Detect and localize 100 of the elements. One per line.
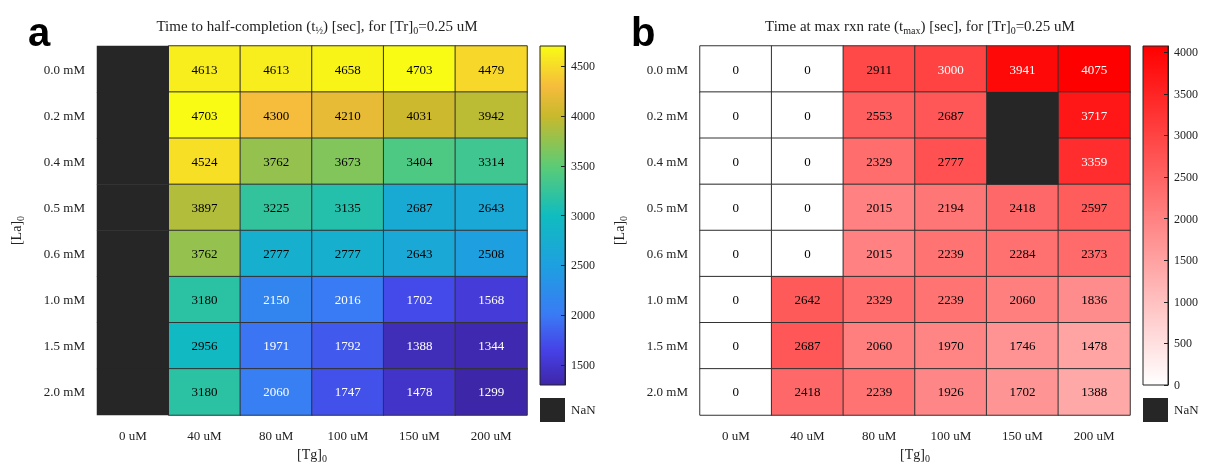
data-label: 3180 [191,384,218,400]
data-label: 1836 [1081,292,1108,308]
data-label: 0 [732,338,740,354]
text: b [631,10,656,54]
data-label: 3673 [334,153,361,169]
data-label: 4703 [191,107,218,123]
data-label: 3314 [478,153,505,169]
y-tick-label: 0.5 mM [646,199,689,215]
data-label: 2239 [866,384,893,400]
data-label: 4031 [406,107,433,123]
data-label: 2687 [794,338,821,354]
data-label: 0 [804,199,811,215]
color-bar-label: 2000 [571,308,595,323]
color-bar-label: 1500 [571,357,595,372]
data-label: 2643 [478,199,505,215]
x-tick-label: 100 uM [930,428,972,443]
data-label: 3000 [937,61,964,77]
data-label: 2329 [866,292,893,308]
data-label: 2642 [794,292,821,308]
x-tick-label: 150 uM [1002,428,1044,443]
y-tick-label: 2.0 mM [43,384,86,400]
data-label: 3942 [478,107,505,123]
data-label: 2329 [866,153,893,169]
data-label: 0 [732,61,740,77]
data-label: 2911 [866,61,892,77]
y-tick-label: 0.6 mM [43,246,86,262]
data-label: 0 [732,199,740,215]
x-tick-label: 200 uM [470,428,513,443]
color-bar-label: 2000 [1174,211,1198,226]
color-bar-label: 1000 [1174,294,1198,309]
data-label: 2553 [866,107,893,123]
data-label: 2777 [263,246,290,262]
x-tick-label: 0 uM [721,428,751,443]
color-bar-label: 2500 [1174,170,1198,185]
x-tick-label: 100 uM [327,428,369,443]
y-tick-label: 0.4 mM [43,153,86,169]
data-label: 2239 [937,292,964,308]
data-label: 1344 [478,338,505,354]
color-bar-label: 4000 [571,109,595,124]
text: NaN [1174,402,1199,418]
data-label: 2015 [866,246,893,262]
data-label: 2508 [478,246,505,262]
data-label: 0 [804,61,811,77]
data-label: 2284 [1009,246,1036,262]
data-label: 1970 [937,338,964,354]
color-bar-label: 4000 [1174,45,1198,60]
data-label: 0 [804,246,811,262]
data-label: 1388 [406,338,433,354]
data-label: 0 [732,246,740,262]
y-tick-label: 0.0 mM [646,61,689,77]
x-tick-label: 80 uM [259,428,294,443]
data-label: 2060 [866,338,893,354]
y-tick-label: 0.2 mM [43,107,86,123]
data-label: 0 [732,107,740,123]
data-label: 2687 [406,199,433,215]
data-label: 2777 [334,246,362,262]
data-label: 3897 [191,199,218,215]
x-tick-label: 80 uM [862,428,897,443]
data-label: 0 [804,153,811,169]
data-label: 2194 [937,199,965,215]
data-label: 2060 [263,384,290,400]
y-tick-label: 0.0 mM [43,61,86,77]
data-label: 1478 [406,384,433,400]
data-label: 2643 [406,246,433,262]
data-label: 4703 [406,61,433,77]
x-tick-label: 40 uM [790,428,826,443]
data-label: 4524 [191,153,218,169]
data-label: 4658 [334,61,361,77]
data-label: 1792 [334,338,361,354]
color-bar-label: 2500 [571,258,595,273]
y-tick-label: 1.0 mM [43,292,86,308]
x-tick-label: 0 uM [118,428,148,443]
data-label: 2418 [794,384,821,400]
color-bar-label: 500 [1174,336,1192,351]
data-label: 1388 [1081,384,1108,400]
y-tick-label: 1.5 mM [646,338,689,354]
color-bar-label: 4500 [571,59,595,74]
x-tick-label: 150 uM [399,428,441,443]
data-label: 2418 [1009,199,1036,215]
data-label: 3135 [334,199,361,215]
color-bar-label: 3500 [1174,86,1198,101]
data-label: 2956 [191,338,218,354]
data-label: 3762 [191,246,218,262]
data-label: 2373 [1081,246,1108,262]
data-label: 2016 [334,292,362,308]
color-bar-label: 3000 [571,208,595,223]
y-tick-label: 2.0 mM [646,384,689,400]
data-label: 1746 [1009,338,1036,354]
color-bar-label: 1500 [1174,253,1198,268]
data-label: 2239 [937,246,964,262]
data-label: 3225 [263,199,290,215]
data-label: 1299 [478,384,505,400]
data-label: 1702 [1009,384,1036,400]
data-label: 1478 [1081,338,1108,354]
y-axis-title: [La]0 [8,215,26,246]
text: NaN [571,402,596,418]
data-label: 2687 [937,107,965,123]
data-label: 3404 [406,153,433,169]
data-label: 3717 [1081,107,1108,123]
data-label: 1568 [478,292,505,308]
